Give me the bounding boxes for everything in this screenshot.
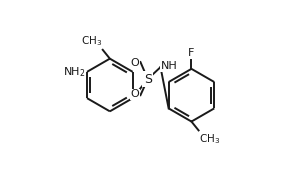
Text: O: O [131,89,140,99]
Text: S: S [144,73,152,86]
Text: CH$_3$: CH$_3$ [81,34,102,48]
Text: F: F [188,48,195,58]
Text: NH$_2$: NH$_2$ [63,65,86,79]
Text: CH$_3$: CH$_3$ [199,132,221,146]
Text: O: O [131,58,140,68]
Text: NH: NH [161,61,178,71]
